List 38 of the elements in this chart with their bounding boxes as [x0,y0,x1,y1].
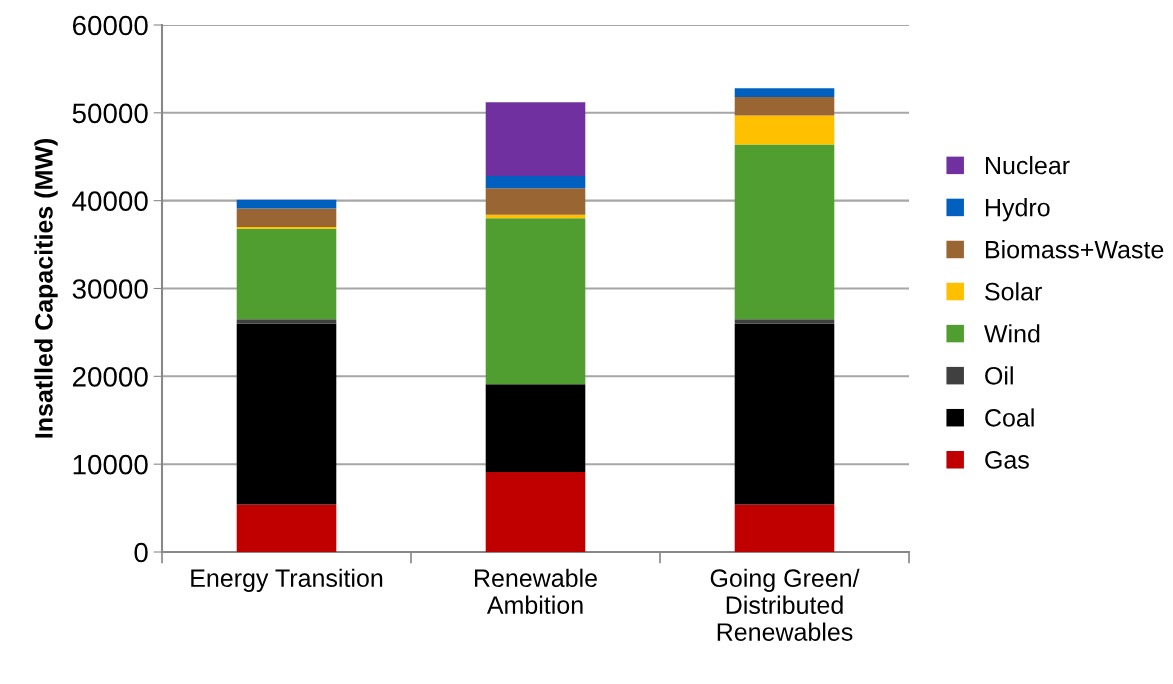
legend-label: Coal [985,408,1034,427]
bar [485,102,586,177]
legend-label: Oil [985,366,1013,385]
legend-label: Solar [985,282,1042,301]
bar [485,218,586,385]
bar [734,115,835,145]
bar [236,208,337,228]
bar [236,323,337,505]
legend-label: Gas [985,451,1029,469]
y-tick-label: 20000 [72,367,148,387]
bar [734,323,835,505]
legend-label: Hydro [985,198,1050,222]
bar [485,384,586,473]
x-tick-label: Renewable Ambition [475,568,597,614]
x-tick-label: Energy Transition [191,568,383,592]
bar [485,176,586,189]
x-tick-label: Going Green/ Distributed Renewables [710,568,860,641]
bar [236,504,337,552]
bar [485,188,586,215]
bar [236,199,337,209]
bar [734,144,835,320]
bar [734,319,835,324]
y-tick-label: 30000 [72,279,148,299]
bar [734,88,835,98]
y-tick-label: 60000 [72,15,148,36]
y-tick-label: 10000 [73,454,148,475]
y-tick-label: 50000 [72,103,148,124]
bar [734,504,835,552]
legend-label: Wind [984,324,1040,343]
y-tick-label: 40000 [72,191,148,212]
legend-label: Nuclear [985,156,1070,175]
bar [236,319,337,324]
y-tick-label: 0 [134,542,148,563]
y-axis-title: Insatlled Capacities (MW) [34,139,58,438]
bar [734,97,835,116]
legend-label: Biomass+Waste [985,240,1164,259]
bar [485,472,586,552]
bar [236,228,337,320]
